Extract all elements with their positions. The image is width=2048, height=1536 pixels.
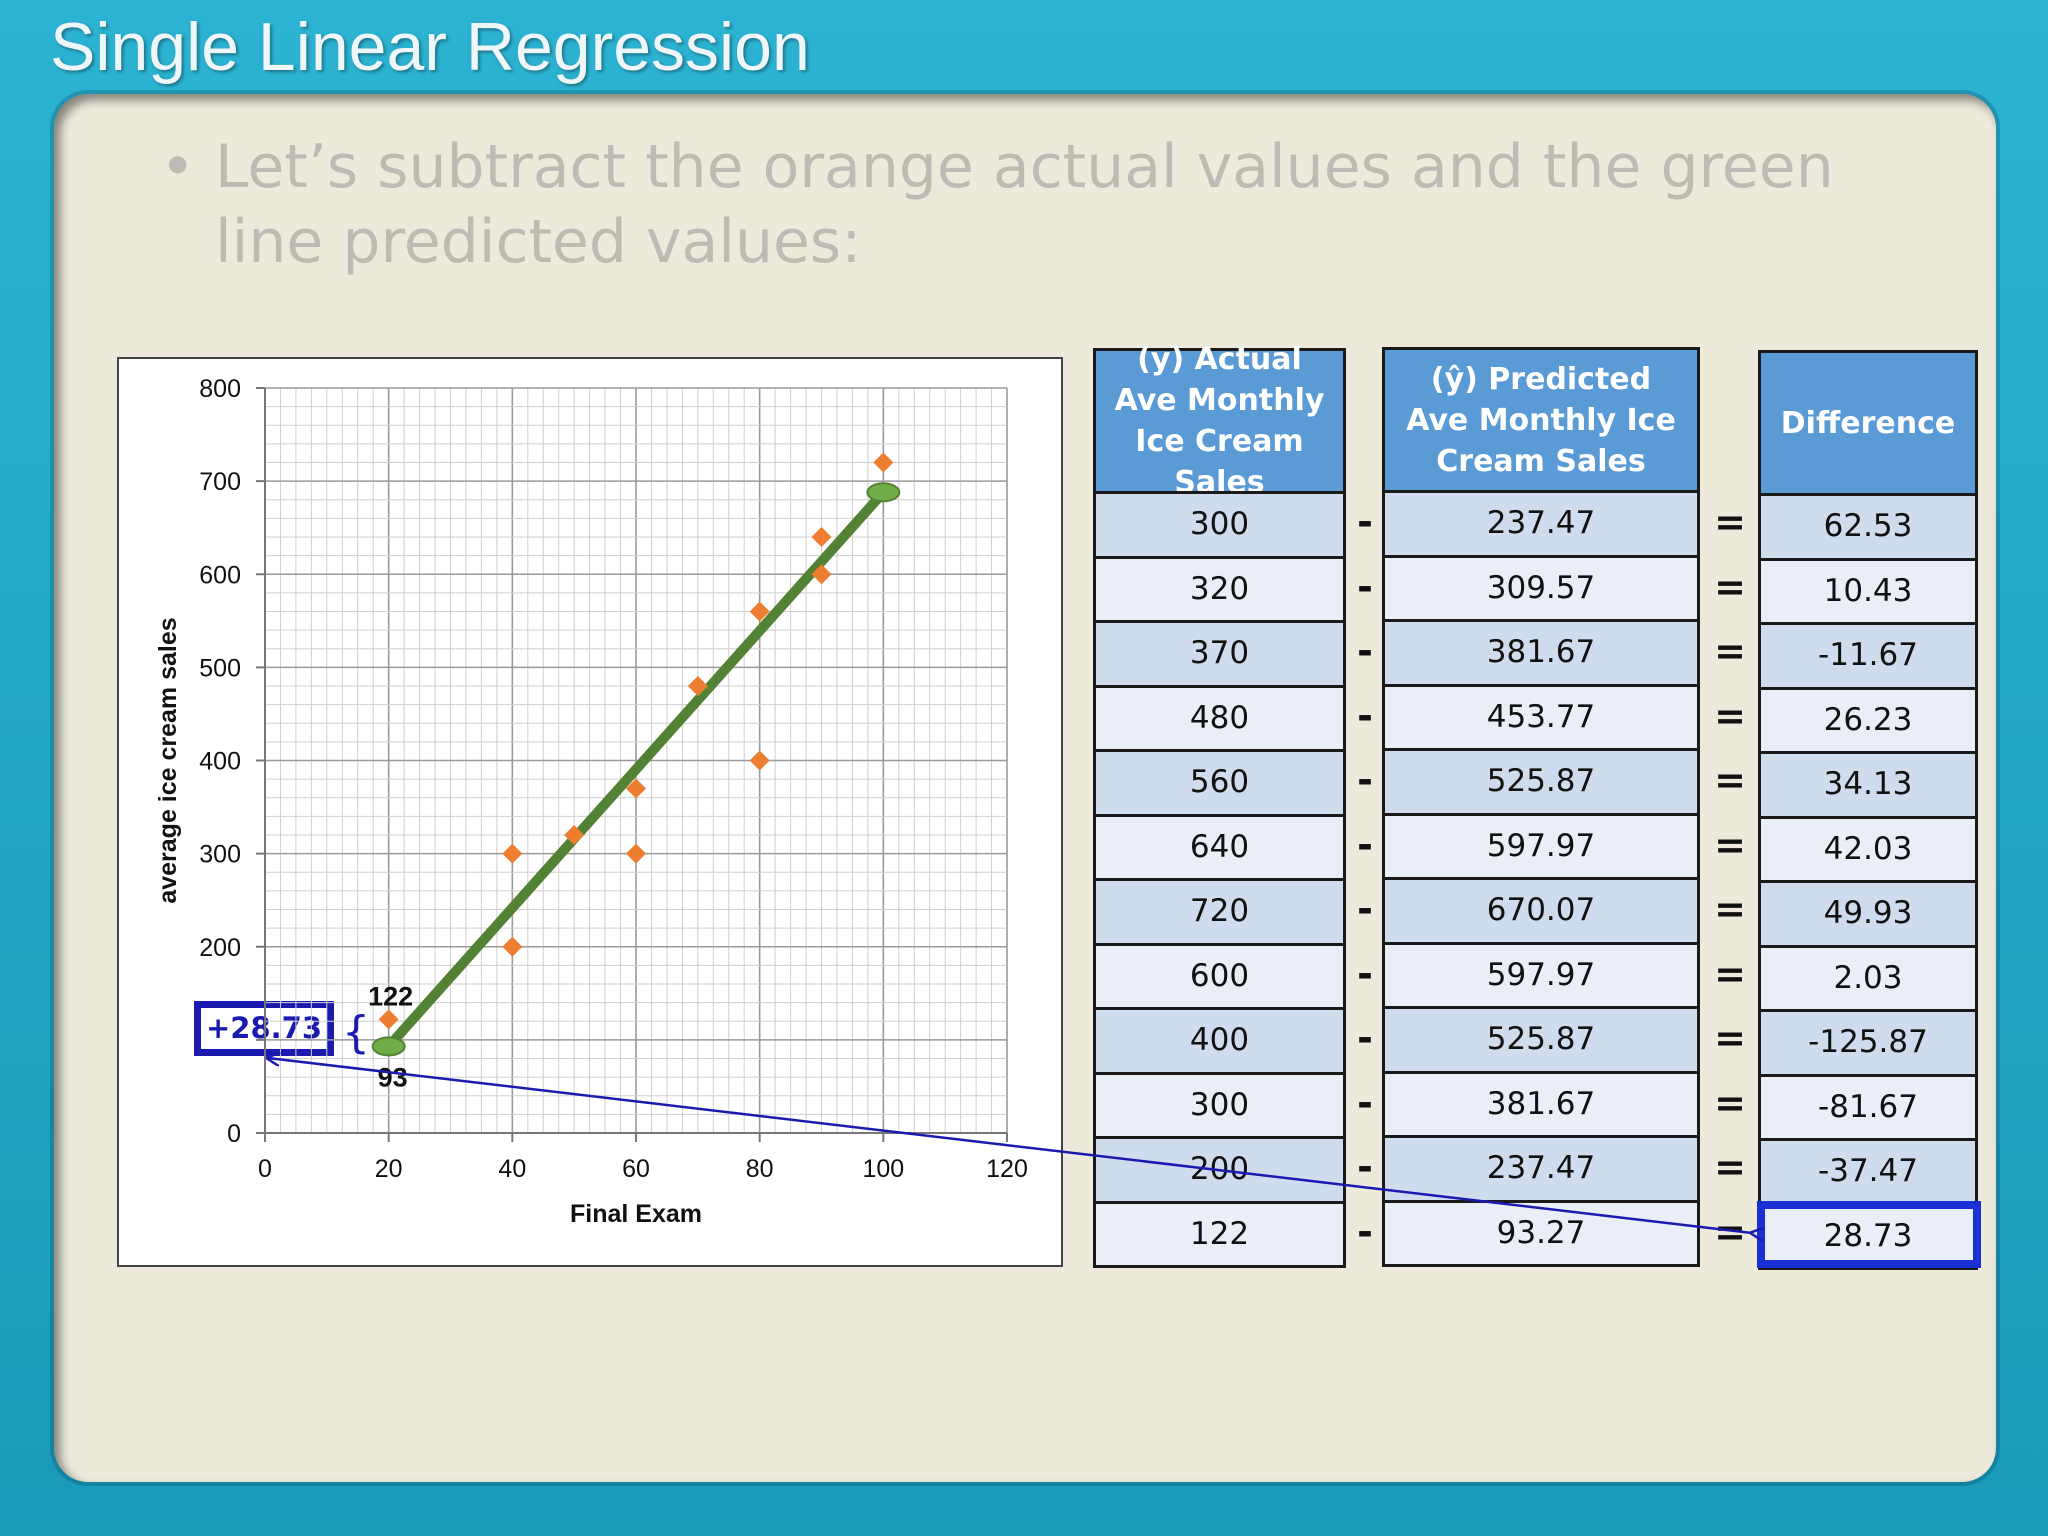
y-tick-label: 200 (199, 934, 241, 962)
table-header-predicted: (ŷ) Predicted Ave Monthly Ice Cream Sale… (1382, 347, 1700, 493)
brace-icon: { (342, 1007, 370, 1058)
data-point (873, 452, 894, 473)
data-point (749, 750, 770, 771)
y-tick-label: 400 (199, 748, 241, 776)
data-point (749, 601, 770, 622)
x-tick-label: 100 (862, 1155, 904, 1183)
table-cell-actual: 370 (1093, 620, 1346, 688)
data-point (502, 843, 523, 864)
data-points (378, 452, 894, 1030)
minus-sign: - (1357, 951, 1373, 996)
chart-grid (264, 387, 1008, 1134)
table-cell-actual: 320 (1093, 555, 1346, 623)
table-cell-actual: 300 (1093, 491, 1346, 559)
minus-sign: - (1357, 822, 1373, 867)
data-point (811, 564, 832, 585)
table-cell-predicted: 670.07 (1382, 877, 1700, 945)
table-cell-actual: 480 (1093, 684, 1346, 752)
actual-value-label: 122 (368, 981, 413, 1011)
minus-sign: - (1357, 758, 1373, 802)
x-tick-label: 40 (498, 1155, 526, 1183)
table-header-difference: Difference (1758, 350, 1978, 496)
equals-sign: = (1714, 951, 1746, 996)
table-cell-difference: -37.47 (1758, 1138, 1978, 1206)
y-tick-label: 800 (199, 375, 241, 403)
regression-line (383, 487, 889, 1052)
y-tick-label: 500 (199, 654, 241, 682)
equals-sign: = (1714, 500, 1746, 544)
table-cell-predicted: 309.57 (1382, 554, 1700, 622)
y-tick-label: 0 (227, 1120, 241, 1148)
bullet-dot-icon: • (160, 132, 196, 202)
x-tick-label: 60 (622, 1155, 650, 1183)
x-tick-label: 80 (746, 1155, 774, 1183)
data-point (626, 843, 646, 864)
equals-sign: = (1714, 629, 1746, 673)
y-tick-label: 700 (199, 468, 241, 496)
y-tick-label: 300 (199, 841, 241, 869)
x-tick-label: 120 (986, 1155, 1028, 1183)
y-axis-label: average ice cream sales (154, 617, 182, 903)
table-cell-difference: 10.43 (1758, 557, 1978, 625)
x-tick-label: 20 (375, 1155, 403, 1183)
equals-sign: = (1714, 564, 1746, 609)
regression-end-point (866, 482, 901, 503)
table-cell-actual: 560 (1093, 749, 1346, 817)
y-tick-label: 600 (199, 561, 241, 589)
equals-sign: = (1714, 693, 1746, 738)
table-cell-predicted: 453.77 (1382, 683, 1700, 751)
table-cell-difference: -81.67 (1758, 1073, 1978, 1141)
regression-start-point (371, 1036, 406, 1057)
minus-sign: - (1357, 564, 1373, 609)
table-cell-predicted: 237.47 (1382, 490, 1700, 558)
minus-sign: - (1357, 629, 1373, 673)
table-cell-actual: 600 (1093, 942, 1346, 1010)
table-cell-difference: 49.93 (1758, 880, 1978, 948)
data-point (626, 778, 646, 799)
minus-sign: - (1357, 693, 1373, 738)
equals-sign: = (1714, 887, 1746, 931)
data-point (687, 676, 708, 696)
equals-sign: = (1714, 822, 1746, 867)
data-point (502, 936, 523, 957)
data-point (378, 1009, 399, 1030)
equals-sign: = (1714, 758, 1746, 802)
minus-sign: - (1357, 500, 1373, 544)
connector-arrow (268, 1058, 1752, 1233)
x-tick-label: 0 (258, 1155, 272, 1183)
table-cell-difference: 28.73 (1758, 1202, 1978, 1270)
chart-annotations: 122 93 { (268, 981, 1752, 1233)
chart-axes: 0 200 300 400 500 600 700 800 0 20 40 60 80 100 120 Fin… (154, 375, 1028, 1228)
bullet-text: Let’s subtract the orange actual values … (215, 132, 1834, 277)
data-point (811, 527, 832, 547)
table-header-actual: (y) Actual Ave Monthly Ice Cream Sales (1093, 342, 1346, 500)
x-axis-label: Final Exam (570, 1200, 702, 1228)
predicted-value-label: 93 (378, 1062, 408, 1092)
minus-sign: - (1357, 1016, 1373, 1060)
data-point (564, 825, 585, 845)
minus-sign: - (1357, 887, 1373, 931)
slide-title: Single Linear Regression (50, 9, 810, 85)
